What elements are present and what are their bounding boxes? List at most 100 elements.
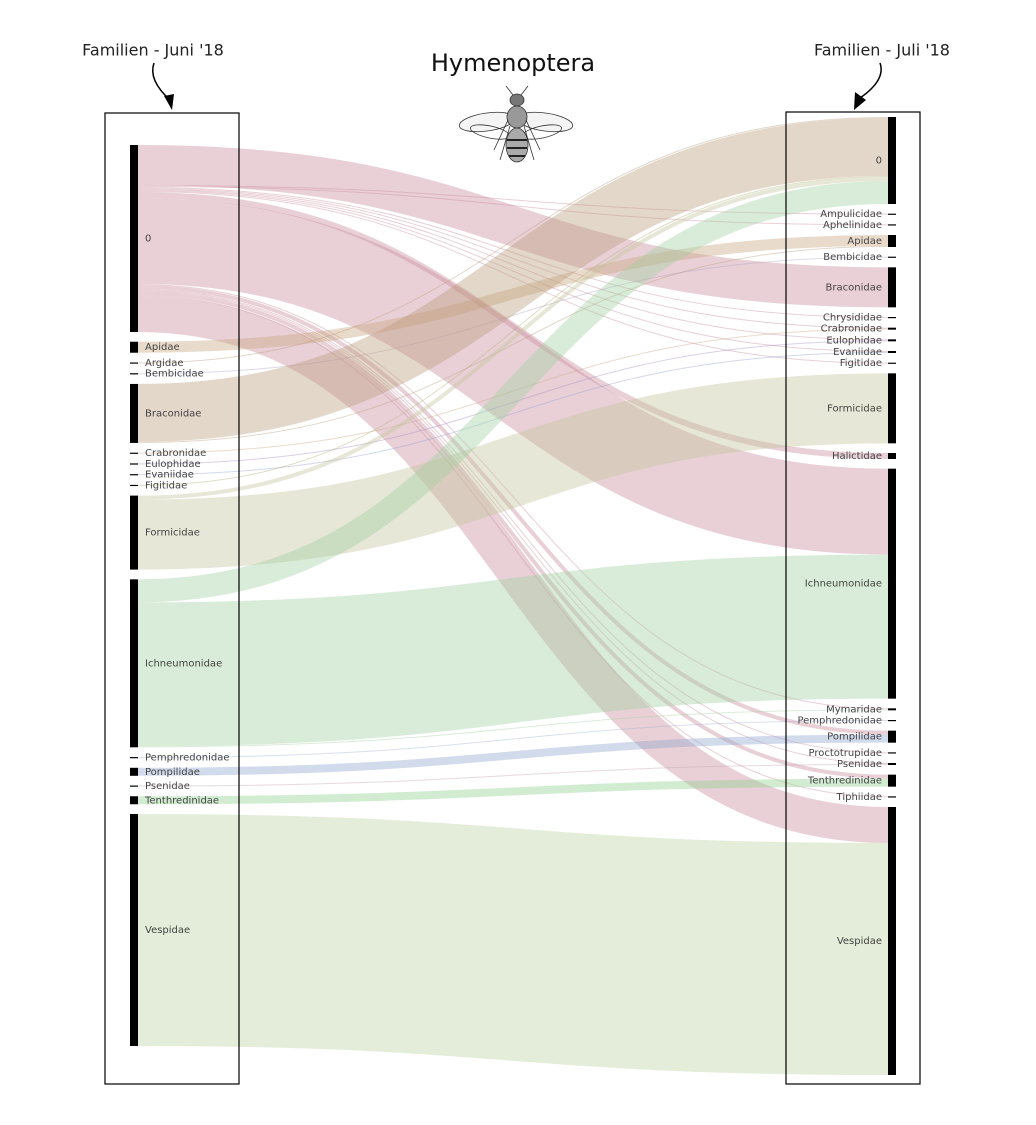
node-label: Tenthredinidae [144, 795, 219, 806]
frame-june [104, 112, 240, 1085]
node [130, 341, 138, 353]
links [137, 117, 889, 1075]
node [888, 224, 896, 226]
node [888, 213, 896, 215]
node [130, 495, 138, 570]
node-label: Psenidae [145, 781, 190, 792]
node [130, 814, 138, 1046]
arrow-july [859, 62, 882, 99]
bee-icon [458, 85, 574, 163]
link [137, 778, 889, 805]
link [137, 190, 889, 352]
link [137, 256, 889, 375]
node-label: Vespidae [837, 936, 882, 947]
node-label: Psenidae [837, 759, 882, 770]
link [137, 285, 889, 735]
link [137, 177, 889, 500]
link [137, 186, 889, 226]
node [888, 117, 896, 204]
link [137, 192, 889, 459]
node-label: Pompilidae [827, 732, 882, 743]
node [888, 235, 896, 247]
node-label: Ichneumonidae [145, 658, 222, 669]
node [130, 373, 138, 375]
node-label: Bembicidae [823, 252, 882, 263]
node-label: Eulophidae [826, 335, 882, 346]
node [130, 145, 138, 332]
arrow-june [152, 62, 171, 101]
link [137, 764, 889, 787]
node-label: Braconidae [826, 282, 882, 293]
node [130, 757, 138, 759]
node-label: Bembicidae [145, 369, 204, 380]
node [130, 463, 138, 465]
node-label: Pemphredonidae [145, 753, 230, 764]
link [137, 289, 889, 754]
node-label: Apidae [847, 236, 882, 247]
node [888, 720, 896, 722]
node-label: Mymaridae [826, 704, 882, 715]
node [888, 327, 896, 330]
node [888, 796, 896, 798]
node [130, 452, 138, 454]
node-label: Figitidae [145, 480, 187, 491]
link [137, 185, 889, 215]
node [888, 752, 896, 754]
node [888, 708, 896, 711]
node-label: Ichneumonidae [805, 579, 882, 590]
node [888, 468, 896, 699]
link [137, 554, 889, 747]
node [888, 256, 896, 258]
node [130, 474, 138, 476]
node-label: Eulophidae [145, 459, 201, 470]
node [888, 339, 896, 342]
link [137, 189, 889, 341]
link [137, 340, 889, 465]
node-label: Tenthredinidae [807, 776, 882, 787]
node-label: 0 [876, 156, 882, 167]
annotation-july: Familien - Juli '18 [814, 41, 950, 60]
link [137, 291, 889, 779]
link [137, 373, 889, 570]
node [888, 730, 896, 743]
link [137, 352, 889, 476]
node-label: Proctotrupidae [808, 748, 882, 759]
link [137, 176, 889, 486]
link [137, 295, 889, 798]
node-label: Formicidae [145, 528, 200, 539]
node [130, 362, 138, 364]
node-label: Formicidae [827, 403, 882, 414]
node [888, 351, 896, 353]
node [888, 373, 896, 444]
link [137, 814, 889, 1075]
node [130, 383, 138, 443]
link [137, 290, 889, 764]
link [137, 734, 889, 776]
node [888, 267, 896, 308]
node [130, 484, 138, 487]
link [137, 145, 889, 308]
node-label: Crabronidae [821, 324, 882, 335]
link [137, 187, 889, 318]
frame-july [785, 111, 921, 1085]
link [137, 720, 889, 759]
annotation-june: Familien - Juni '18 [82, 41, 224, 60]
link [137, 246, 889, 443]
node-label: Pompilidae [145, 767, 200, 778]
node-label: Pemphredonidae [797, 716, 882, 727]
node-label: Chrysididae [823, 313, 882, 324]
node [888, 763, 896, 765]
link [137, 117, 889, 364]
link [137, 188, 889, 329]
node-label: Evaniidae [833, 347, 882, 358]
node-label: 0 [145, 234, 151, 245]
link [137, 198, 889, 555]
node-label: Vespidae [145, 925, 190, 936]
node [130, 796, 138, 805]
node-label: Braconidae [145, 408, 201, 419]
node [888, 453, 896, 459]
link [137, 709, 889, 748]
node [130, 579, 138, 748]
link [137, 191, 889, 364]
